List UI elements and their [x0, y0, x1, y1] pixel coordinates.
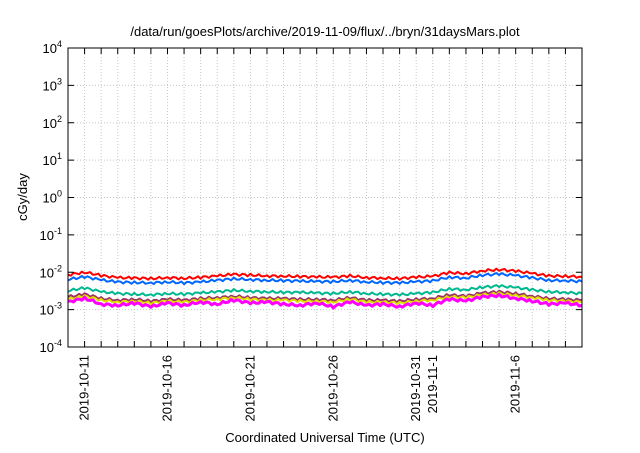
y-tick-exponent: 1 — [57, 151, 62, 161]
y-tick-base: 10 — [43, 41, 57, 56]
y-tick-base: 10 — [40, 303, 54, 318]
y-tick-exponent: 2 — [57, 114, 62, 124]
chart-title: /data/run/goesPlots/archive/2019-11-09/f… — [130, 24, 520, 39]
y-tick-base: 10 — [40, 228, 54, 243]
series-group — [67, 267, 583, 310]
series-line-teal — [67, 284, 583, 297]
y-tick-base: 10 — [43, 191, 57, 206]
y-tick-exponent: -2 — [54, 263, 62, 273]
y-tick-label: 101 — [43, 151, 62, 168]
y-tick-base: 10 — [40, 340, 54, 355]
series-line-magenta — [67, 292, 583, 310]
y-tick-label: 102 — [43, 114, 62, 131]
y-tick-label: 103 — [43, 76, 62, 93]
y-tick-base: 10 — [43, 153, 57, 168]
y-tick-label: 104 — [43, 39, 62, 56]
y-axis-label: cGy/day — [15, 173, 30, 221]
y-tick-exponent: 4 — [57, 39, 62, 49]
x-tick-label: 2019-10-11 — [77, 355, 92, 421]
y-tick-exponent: 0 — [57, 189, 62, 199]
x-tick-label: 2019-10-16 — [159, 355, 174, 422]
y-tick-label: 10-4 — [40, 338, 62, 355]
y-tick-base: 10 — [43, 78, 57, 93]
y-tick-label: 100 — [43, 189, 62, 206]
x-tick-label: 2019-10-31 — [408, 355, 423, 422]
y-tick-exponent: -3 — [54, 301, 62, 311]
series-line-purple — [67, 289, 583, 304]
series-line-blue — [67, 272, 583, 286]
y-tick-exponent: -1 — [54, 226, 62, 236]
x-axis-label: Coordinated Universal Time (UTC) — [225, 430, 424, 445]
y-tick-label: 10-2 — [40, 263, 62, 280]
x-tick-label: 2019-11-6 — [508, 355, 523, 413]
y-tick-exponent: 3 — [57, 76, 62, 86]
x-tick-label: 2019-10-26 — [325, 355, 340, 422]
y-tick-exponent: -4 — [54, 338, 62, 348]
series-line-red — [67, 267, 583, 281]
x-tick-label: 2019-10-21 — [242, 355, 257, 422]
y-tick-label: 10-3 — [40, 301, 62, 318]
y-tick-base: 10 — [43, 116, 57, 131]
x-tick-label: 2019-11-1 — [425, 355, 440, 413]
y-tick-base: 10 — [40, 265, 54, 280]
y-tick-label: 10-1 — [40, 226, 62, 243]
ticks: 10410310210110010-110-210-310-42019-10-1… — [40, 39, 582, 422]
